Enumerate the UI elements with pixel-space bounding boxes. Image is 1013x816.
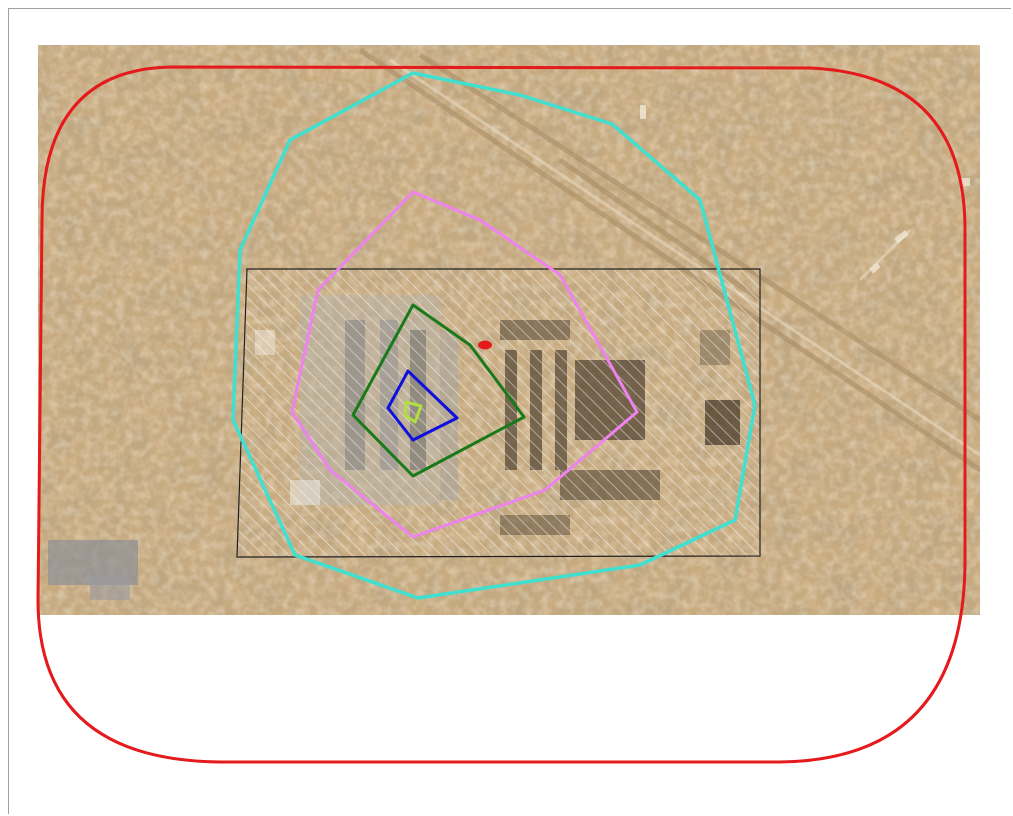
- hatched-rectangle[interactable]: [236, 268, 761, 558]
- yellow-zone[interactable]: [403, 400, 423, 424]
- outer-boundary[interactable]: [36, 65, 967, 764]
- cyan-zone[interactable]: [231, 71, 757, 600]
- red-marker[interactable]: [478, 340, 492, 350]
- building: [90, 575, 130, 600]
- blue-zone[interactable]: [386, 369, 459, 442]
- green-zone[interactable]: [351, 303, 526, 478]
- pink-zone[interactable]: [290, 190, 639, 539]
